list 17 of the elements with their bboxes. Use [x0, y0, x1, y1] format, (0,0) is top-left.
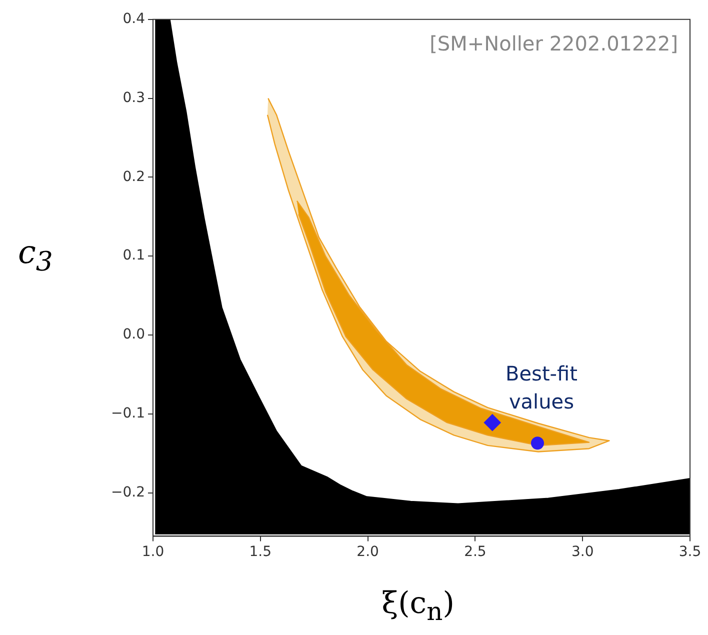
x-tick-label: 2.0	[356, 544, 379, 560]
annotation: [SM+Noller 2202.01222]	[430, 32, 678, 56]
x-axis-title: ξ(c$_{n}$)	[380, 586, 456, 626]
y-tick-label: 0.3	[122, 90, 145, 106]
x-tick-label: 3.5	[678, 544, 702, 560]
x-tick-label: 1.5	[249, 544, 272, 560]
y-tick-label: 0.4	[122, 11, 146, 28]
x-tick-label: 1.0	[142, 544, 164, 560]
y-tick-label: 0.1	[122, 248, 145, 264]
x-tick-label: 2.5	[464, 544, 486, 560]
x-tick-label: 3.0	[571, 544, 594, 560]
y-tick-label: −0.1	[110, 406, 145, 422]
y-tick-label: −0.2	[110, 484, 145, 500]
y-tick-label: 0.0	[122, 326, 145, 343]
annotation: Best-fit values	[506, 361, 578, 414]
y-tick-label: 0.2	[122, 168, 145, 185]
y-axis-title: c$_{3}$	[18, 233, 53, 278]
